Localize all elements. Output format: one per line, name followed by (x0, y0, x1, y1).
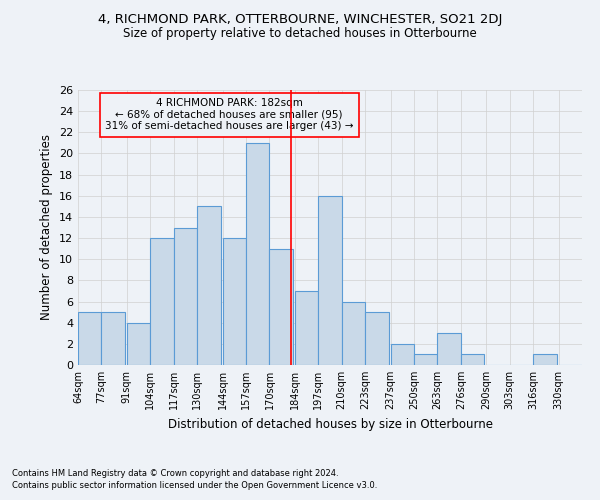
Bar (533, 354, 557, 365)
Bar (246, 143, 269, 365)
X-axis label: Distribution of detached houses by size in Otterbourne: Distribution of detached houses by size … (167, 418, 493, 430)
Bar (437, 334, 461, 365)
Bar (101, 312, 125, 365)
Bar (365, 312, 389, 365)
Bar (269, 248, 293, 365)
Text: 4, RICHMOND PARK, OTTERBOURNE, WINCHESTER, SO21 2DJ: 4, RICHMOND PARK, OTTERBOURNE, WINCHESTE… (98, 12, 502, 26)
Bar (461, 354, 484, 365)
Bar (127, 322, 150, 365)
Bar (342, 302, 365, 365)
Text: Contains public sector information licensed under the Open Government Licence v3: Contains public sector information licen… (12, 481, 377, 490)
Text: Size of property relative to detached houses in Otterbourne: Size of property relative to detached ho… (123, 28, 477, 40)
Text: Contains HM Land Registry data © Crown copyright and database right 2024.: Contains HM Land Registry data © Crown c… (12, 468, 338, 477)
Bar (78, 312, 101, 365)
Text: 4 RICHMOND PARK: 182sqm
← 68% of detached houses are smaller (95)
31% of semi-de: 4 RICHMOND PARK: 182sqm ← 68% of detache… (105, 98, 353, 132)
Bar (197, 206, 221, 365)
Bar (174, 228, 197, 365)
Bar (295, 291, 318, 365)
Bar (150, 238, 174, 365)
Bar (414, 354, 437, 365)
Bar (318, 196, 342, 365)
Bar (223, 238, 246, 365)
Y-axis label: Number of detached properties: Number of detached properties (40, 134, 53, 320)
Bar (391, 344, 414, 365)
